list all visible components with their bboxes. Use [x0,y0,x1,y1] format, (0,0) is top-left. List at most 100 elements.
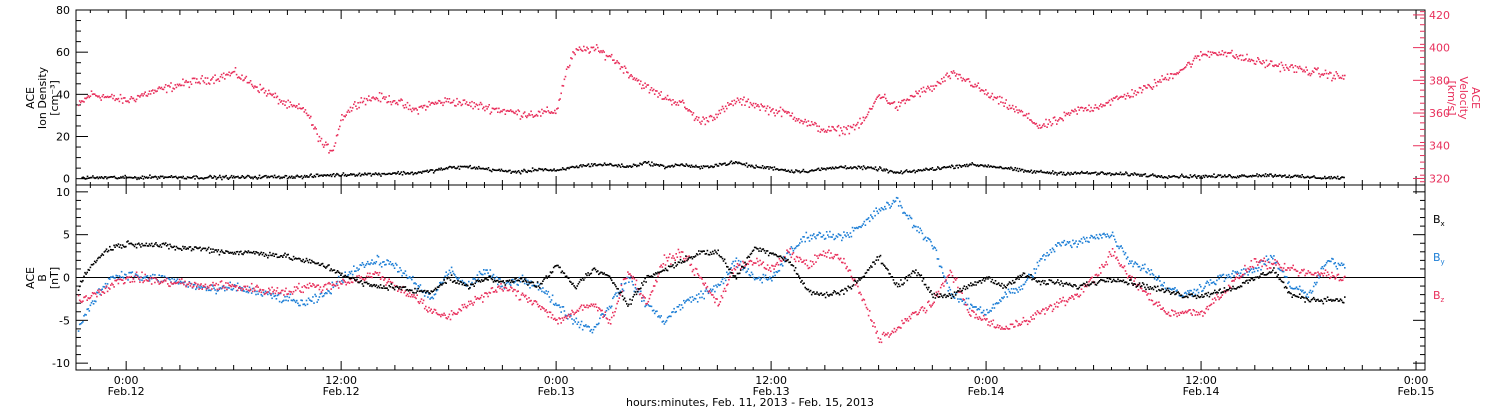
velocity-point [1180,69,1183,71]
velocity-point [491,107,494,110]
bz-point [1100,272,1102,274]
bz-point [547,316,550,318]
bz-point [420,298,423,300]
velocity-point [933,88,935,90]
by-point [458,277,460,279]
by-point [351,273,354,276]
velocity-point [217,78,220,80]
bz-point [171,283,173,285]
velocity-point [548,111,551,114]
by-point [847,234,849,236]
density-point [882,170,884,172]
density-point [1129,174,1131,177]
bz-point [914,311,916,314]
bz-point [168,285,170,287]
density-point [486,168,489,171]
by-point [217,289,220,292]
by-point [850,235,853,238]
density-point [710,165,712,167]
by-point [1115,241,1117,243]
velocity-point [612,59,614,61]
bz-point [825,256,828,258]
density-point [558,169,561,171]
density-point [804,171,807,173]
by-point [110,276,112,278]
bz-point [737,264,740,267]
velocity-point [532,116,535,118]
bz-point [756,257,758,260]
by-point [766,279,769,281]
by-point [1226,276,1229,279]
velocity-point [153,92,155,94]
density-point [1111,173,1113,175]
by-point [81,322,83,324]
density-point [1284,174,1286,176]
velocity-point [340,119,342,122]
velocity-point [459,101,461,104]
density-point [296,174,298,177]
density-point [994,166,996,168]
density-point [899,171,901,174]
by-point [1255,267,1258,270]
by-point [675,310,677,313]
by-point [457,278,459,281]
density-point [468,165,470,168]
density-point [399,172,402,175]
velocity-point [574,53,576,56]
velocity-point [1098,105,1101,107]
velocity-point [1233,56,1235,58]
velocity-point [1241,54,1244,57]
by-point [653,312,656,315]
by-point [195,288,197,291]
by-point [1282,270,1285,273]
by-point [173,278,176,281]
density-point [299,176,302,178]
density-point [138,178,140,180]
density-point [533,168,536,171]
density-point [1181,173,1183,176]
density-point [961,165,964,167]
density-point [1127,174,1129,177]
density-point [788,170,791,173]
bz-point [397,290,399,292]
density-point [229,176,232,179]
by-point [871,216,873,218]
bz-point [143,280,145,282]
by-point [670,315,672,318]
by-point [171,277,173,280]
bz-point [552,318,555,321]
bz-point [531,303,533,306]
density-point [970,163,972,166]
by-point [417,285,420,287]
density-point [1320,178,1323,180]
by-point [119,276,122,278]
by-point [927,237,929,239]
by-point [657,316,659,318]
velocity-point [694,117,697,120]
bz-point [277,292,280,294]
by-point [392,264,395,267]
bz-point [971,309,973,312]
by-point [192,284,195,286]
bz-point [109,288,111,290]
density-point [578,166,580,169]
by-point [297,302,299,305]
velocity-point [580,49,583,52]
bz-point [128,276,130,278]
density-point [1227,175,1229,178]
by-point [368,263,370,265]
velocity-point [121,102,124,104]
bz-point [988,321,990,323]
density-point [634,164,637,166]
velocity-point [104,96,107,98]
by-point [669,315,671,317]
velocity-point [978,87,981,89]
density-point [469,164,471,167]
velocity-point [881,96,884,98]
bz-point [468,300,470,303]
velocity-point [827,129,829,131]
density-point [201,177,204,180]
velocity-point [829,130,831,132]
bz-point [314,286,316,288]
bz-point [93,292,96,294]
